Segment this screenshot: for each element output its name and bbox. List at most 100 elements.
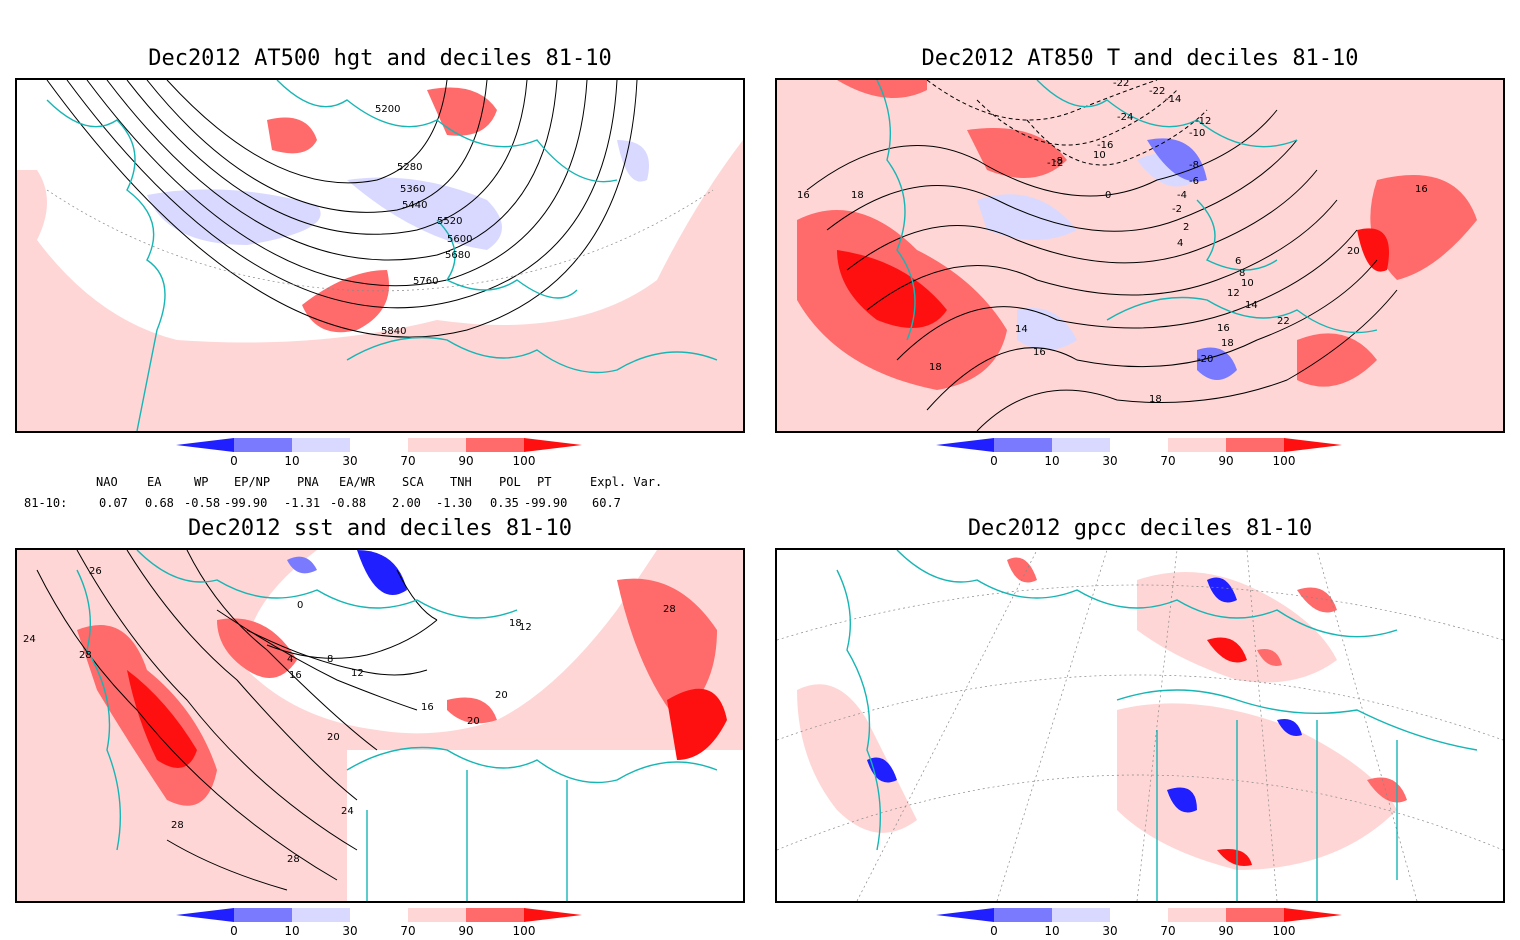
contour-label: 5760 xyxy=(413,276,438,287)
colorbar-segment xyxy=(994,908,1052,922)
contour-label: -22 xyxy=(1149,86,1165,97)
index-header: WP xyxy=(194,475,209,489)
colorbar-tick-label: 70 xyxy=(1160,454,1175,468)
contour-labels-t850: -22 -14 -12 -10 -8 -6 -4 -2 0 2 4 6 8 10… xyxy=(797,80,1428,405)
contour-label: 24 xyxy=(23,634,36,645)
contour-label: 6 xyxy=(1235,256,1241,267)
colorbar-segment xyxy=(1226,908,1284,922)
map-fill-gpcc xyxy=(777,550,1503,901)
contour-label: 14 xyxy=(1245,300,1258,311)
index-value: -1.31 xyxy=(284,496,321,510)
contour-label: 18 xyxy=(1221,338,1234,349)
index-value: -1.30 xyxy=(436,496,473,510)
map-panel-gpcc xyxy=(775,548,1505,903)
colorbar-arrow-low xyxy=(176,438,234,452)
contour-label: 18 xyxy=(509,618,522,629)
colorbar-segment xyxy=(1168,908,1226,922)
index-value: -99.90 xyxy=(524,496,568,510)
colorbar-t850: 0 10 30 70 90 100 xyxy=(930,438,1350,472)
colorbar-tick-label: 30 xyxy=(1102,454,1117,468)
colorbar-tick-label: 100 xyxy=(1273,454,1296,468)
map-panel-sst: 26 24 28 0 4 8 12 16 20 24 28 28 28 20 1… xyxy=(15,548,745,903)
contour-label: 20 xyxy=(495,690,508,701)
panel-title-t850: Dec2012 AT850 T and deciles 81-10 xyxy=(921,46,1359,71)
colorbar-svg: 0 10 30 70 90 100 xyxy=(936,438,1342,468)
contour-label: 10 xyxy=(1241,278,1254,289)
contour-label: -6 xyxy=(1189,176,1199,187)
contour-label: 28 xyxy=(79,650,92,661)
contour-label: 26 xyxy=(89,566,102,577)
index-header: EA/WR xyxy=(339,475,376,489)
contour-label: 28 xyxy=(663,604,676,615)
colorbar-arrow-low xyxy=(936,438,994,452)
map-fill-hgt xyxy=(17,80,743,431)
contour-label: 28 xyxy=(287,854,300,865)
index-header: NAO xyxy=(96,475,118,489)
colorbar-tick-label: 90 xyxy=(1218,924,1233,938)
contour-label: 12 xyxy=(351,668,364,679)
contour-label: 4 xyxy=(287,654,293,665)
contour-label: 10 xyxy=(1093,150,1106,161)
colorbar-tick-label: 10 xyxy=(284,454,299,468)
map-fill-sst xyxy=(17,550,743,901)
contour-labels-sst: 26 24 28 0 4 8 12 16 20 24 28 28 28 20 1… xyxy=(23,566,676,865)
index-value: -99.90 xyxy=(224,496,268,510)
contour-label: -4 xyxy=(1177,190,1187,201)
colorbar-tick-label: 100 xyxy=(513,454,536,468)
index-value: -0.58 xyxy=(184,496,221,510)
contour-label: 16 xyxy=(797,190,810,201)
map-panel-t850: -22 -14 -12 -10 -8 -6 -4 -2 0 2 4 6 8 10… xyxy=(775,78,1505,433)
indices-header-row: NAO EA WP EP/NP PNA EA/WR SCA TNH POL PT… xyxy=(24,475,724,491)
colorbar-tick-label: 10 xyxy=(1044,924,1059,938)
index-value: 0.68 xyxy=(145,496,174,510)
coastlines-hgt xyxy=(46,80,718,431)
index-value: 0.07 xyxy=(99,496,128,510)
colorbar-segment xyxy=(234,438,292,452)
contours-t850 xyxy=(806,109,1398,431)
colorbar-segment xyxy=(466,908,524,922)
contour-label: -20 xyxy=(1197,354,1213,365)
panel-title-gpcc: Dec2012 gpcc deciles 81-10 xyxy=(967,516,1313,541)
colorbar-arrow-high xyxy=(524,438,582,452)
colorbar-tick-label: 90 xyxy=(1218,454,1233,468)
contour-label: 5360 xyxy=(400,184,425,195)
colorbar-segment xyxy=(1110,908,1168,922)
panel-title-sst: Dec2012 sst and deciles 81-10 xyxy=(187,516,573,541)
colorbar-segment xyxy=(1168,438,1226,452)
colorbar-segment xyxy=(466,438,524,452)
colorbar-sst: 0 10 30 70 90 100 xyxy=(170,908,590,940)
colorbar-svg: 0 10 30 70 90 100 xyxy=(936,908,1342,938)
panel-title-hgt: Dec2012 AT500 hgt and deciles 81-10 xyxy=(148,46,612,71)
contour-label: 16 xyxy=(289,670,302,681)
indices-row-label: 81-10: xyxy=(24,496,68,510)
contour-label: -24 xyxy=(1117,112,1133,123)
contour-label: 5680 xyxy=(445,250,470,261)
contour-label: 22 xyxy=(1277,316,1290,327)
contours-dashed-t850 xyxy=(926,80,1208,166)
colorbar-tick-label: 100 xyxy=(513,924,536,938)
contour-label: 14 xyxy=(1015,324,1028,335)
colorbar-segment xyxy=(1052,908,1110,922)
colorbar-gpcc: 0 10 30 70 90 100 xyxy=(930,908,1350,940)
indices-value-row: 81-10: 0.07 0.68 -0.58 -99.90 -1.31 -0.8… xyxy=(24,496,724,512)
contour-label: 5520 xyxy=(437,216,462,227)
contours-hgt xyxy=(46,80,638,338)
contour-label: 5280 xyxy=(397,162,422,173)
colorbar-tick-label: 0 xyxy=(230,924,238,938)
colorbar-tick-label: 10 xyxy=(284,924,299,938)
colorbar-segment xyxy=(292,908,350,922)
contour-labels-hgt: 5200 5280 5360 5440 5520 5600 5680 5760 … xyxy=(375,104,472,337)
coastlines-sst xyxy=(76,550,718,901)
colorbar-segment xyxy=(350,438,408,452)
colorbar-tick-label: 90 xyxy=(458,454,473,468)
contour-label: 4 xyxy=(1177,238,1183,249)
index-value: 60.7 xyxy=(592,496,621,510)
contour-label: 28 xyxy=(171,820,184,831)
colorbar-segment xyxy=(408,908,466,922)
colorbar-tick-label: 30 xyxy=(1102,924,1117,938)
contour-label: -8 xyxy=(1189,160,1199,171)
contour-label: 18 xyxy=(1149,394,1162,405)
contour-label: 18 xyxy=(929,362,942,373)
coastlines-t850 xyxy=(876,80,1378,341)
colorbar-tick-label: 0 xyxy=(990,454,998,468)
